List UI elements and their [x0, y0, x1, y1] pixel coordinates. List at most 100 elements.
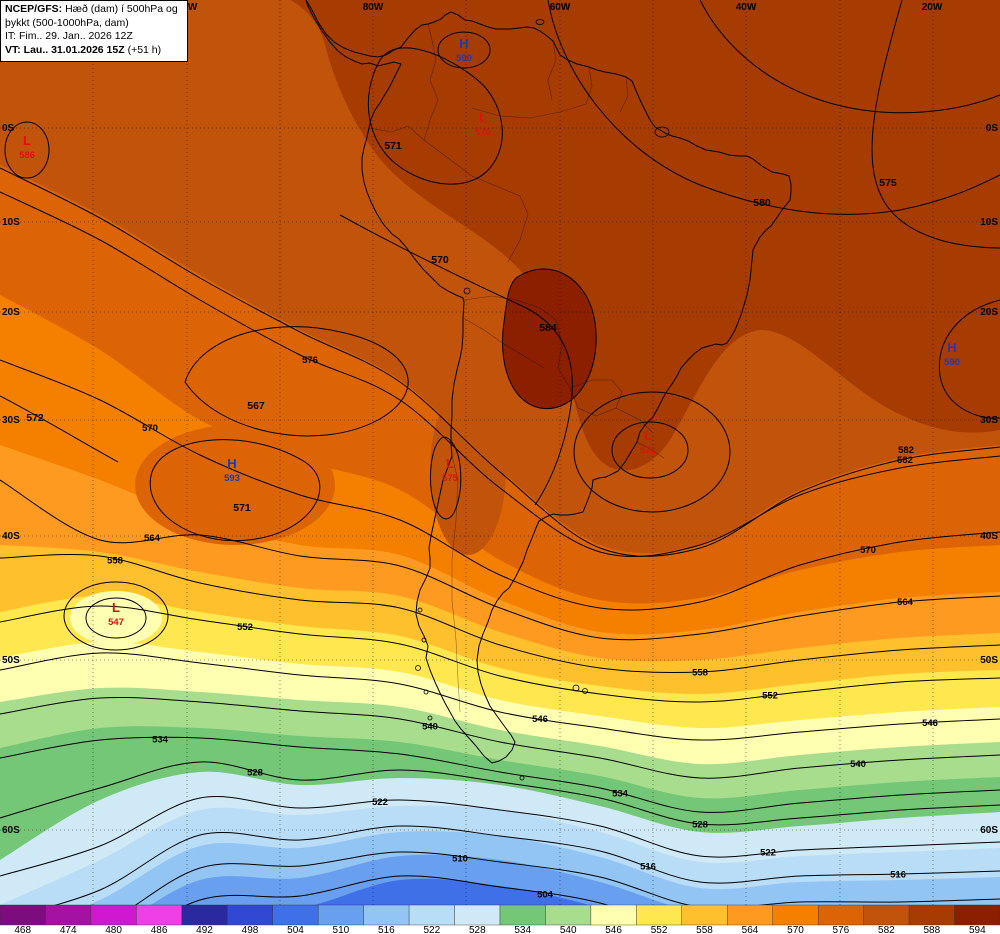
- high-center-symbol: H: [459, 36, 468, 51]
- colorbar-value-label: 474: [60, 925, 77, 934]
- contour-label: 570: [860, 545, 876, 556]
- height-contour-line: [0, 736, 1000, 813]
- pressure-center: L 575: [442, 456, 459, 484]
- pressure-center: L 570: [475, 110, 491, 138]
- height-contour-line: [4, 121, 50, 179]
- colorbar-value-label: 468: [14, 925, 31, 934]
- height-contour-line: [0, 479, 1000, 641]
- colorbar-cell: [272, 904, 319, 926]
- contour-label: 552: [237, 622, 253, 633]
- longitude-label: 60W: [550, 2, 571, 13]
- colorbar-cell: [454, 904, 501, 926]
- height-contour-line: [184, 326, 409, 437]
- coastline-layer: [305, 0, 792, 781]
- height-contour-line: [0, 696, 1000, 779]
- forecast-lead: (+51 h): [124, 43, 162, 56]
- contour-label: 582: [898, 445, 914, 456]
- contour-label: 584: [539, 322, 557, 334]
- pressure-center: H 590: [944, 340, 960, 368]
- contour-label: 571: [384, 140, 402, 152]
- colorbar-value-label: 546: [605, 925, 622, 934]
- height-contour-line: [0, 761, 1000, 826]
- latitude-label-left: 30S: [2, 415, 20, 426]
- contour-label: 564: [897, 597, 914, 608]
- title-line-2: þykkt (500-1000hPa, dam): [5, 16, 129, 29]
- height-contour-line: [367, 47, 503, 185]
- height-contour-line: [0, 796, 1000, 877]
- thickness-max-blob: [502, 269, 597, 409]
- pressure-center: H 593: [224, 456, 240, 484]
- country-borders: [368, 23, 665, 713]
- colorbar-value-label: 558: [696, 925, 713, 934]
- contour-label: 534: [612, 788, 629, 799]
- colorbar-cell: [181, 904, 228, 926]
- high-center-symbol: H: [227, 456, 236, 471]
- contour-label: 564: [144, 533, 161, 544]
- colorbar-cell: [317, 904, 364, 926]
- longitude-label: 40W: [736, 2, 757, 13]
- height-contour-line: [85, 597, 147, 639]
- title-box: NCEP/GFS: Hæð (dam) í 500hPa og þykkt (5…: [0, 0, 188, 62]
- height-contour-line: [134, 851, 1000, 905]
- contour-label: 558: [692, 668, 708, 679]
- contour-label: 570: [142, 423, 158, 434]
- islands: [415, 19, 670, 781]
- height-contour-line: [573, 391, 731, 513]
- model-name: NCEP/GFS:: [5, 3, 63, 15]
- colorbar-cell: [863, 904, 910, 926]
- map-label-layer: 582 576 570 570 564 564 558 558 552 552 546 546 540 5…: [2, 2, 998, 901]
- low-center-symbol: L: [644, 428, 652, 443]
- colorbar-cell: [45, 904, 92, 926]
- colorbar-cell: [727, 904, 773, 926]
- height-contour-line: [699, 0, 1000, 114]
- low-center-symbol: L: [446, 456, 454, 471]
- height-contour-line: [54, 825, 1000, 905]
- colorbar-cell: [681, 904, 728, 926]
- center-value-label: 593: [224, 473, 240, 484]
- contour-label: 528: [692, 820, 708, 831]
- contour-label: 572: [26, 412, 44, 424]
- height-contour-line: [0, 553, 1000, 674]
- colorbar-value-label: 498: [242, 925, 259, 934]
- contour-label: 570: [431, 254, 449, 266]
- contour-label: 522: [372, 797, 388, 808]
- height-contour-line: [63, 581, 169, 651]
- height-contour-line: [502, 268, 597, 410]
- colorbar-cell: [545, 904, 592, 926]
- longitude-label: 80W: [363, 2, 384, 13]
- height-contour-line: [0, 167, 1000, 557]
- colorbar-cell: [772, 904, 819, 926]
- colorbar-cell: [590, 904, 637, 926]
- colorbar-value-label: 576: [833, 925, 850, 934]
- latitude-label-right: 40S: [980, 531, 998, 542]
- height-contour-line: [149, 439, 321, 542]
- latitude-label-right: 0S: [986, 123, 999, 134]
- thickness-band: [260, 0, 1000, 471]
- contour-label: 528: [247, 767, 263, 778]
- contour-label: 510: [452, 854, 468, 865]
- latitude-label-right: 20S: [980, 307, 998, 318]
- height-contour-line: [0, 652, 1000, 741]
- colorbar-value-label: 552: [651, 925, 668, 934]
- contour-label: 575: [879, 177, 897, 189]
- colorbar-value-label: 528: [469, 925, 486, 934]
- colorbar-value-label: 522: [423, 925, 440, 934]
- colorbar-cell: [408, 904, 455, 926]
- height-contour-line: [938, 299, 1000, 419]
- colorbar-value-label: 504: [287, 925, 304, 934]
- height-contour-line: [339, 214, 573, 506]
- latitude-label-right: 60S: [980, 825, 998, 836]
- center-value-label: 547: [108, 617, 124, 628]
- colorbar-value-label: 492: [196, 925, 213, 934]
- latitude-label-right: 50S: [980, 655, 998, 666]
- contour-label: 558: [107, 556, 123, 567]
- contour-label: 552: [762, 691, 778, 702]
- height-contour-line: [0, 191, 1000, 557]
- colorbar-value-label: 480: [105, 925, 122, 934]
- low-center-symbol: L: [23, 133, 31, 148]
- latitude-label-right: 30S: [980, 415, 998, 426]
- pressure-center: H 590: [456, 36, 472, 64]
- low-center-symbol: L: [479, 110, 487, 125]
- colorbar-cell: [0, 904, 46, 926]
